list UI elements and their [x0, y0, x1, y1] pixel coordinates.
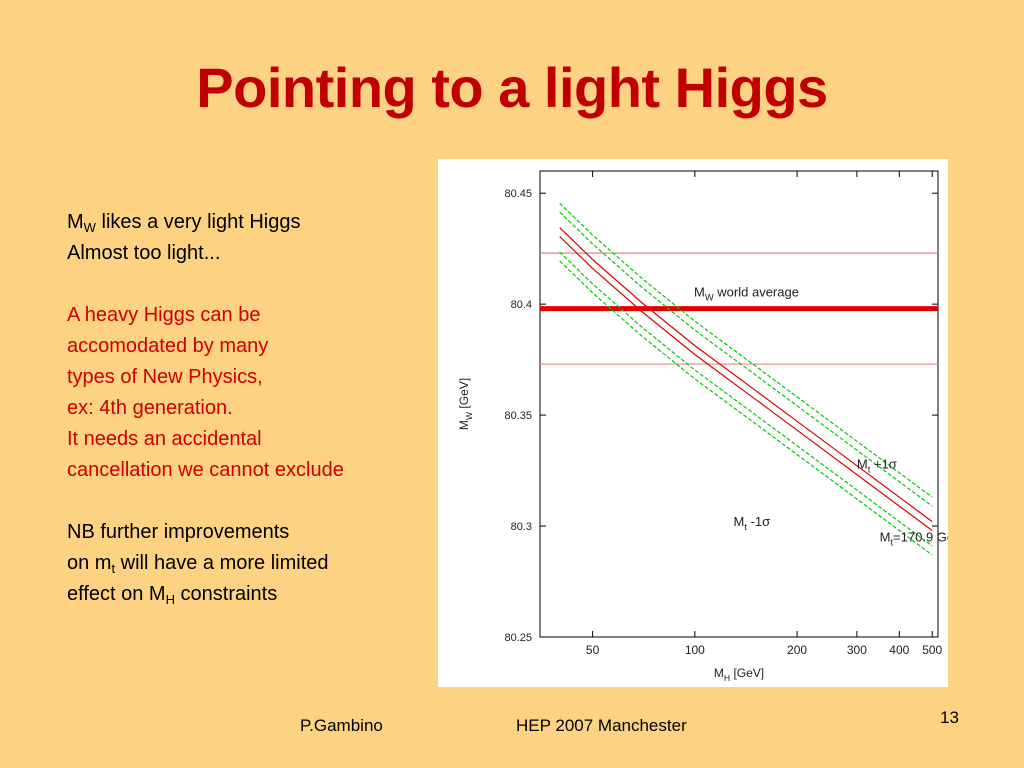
x-tick-label: 50 [586, 643, 600, 657]
chart-svg: 80.25 80.3 80.35 80.4 80.45 50 100 200 300 400 500… [457, 170, 948, 683]
text-line-too-light: Almost too light... [67, 242, 221, 264]
text-nb-3: effect on MH constraints [67, 583, 278, 607]
series-line [559, 202, 933, 498]
x-tick-label: 500 [922, 643, 942, 657]
slide-text: MW likes a very light Higgs Almost too l… [67, 207, 437, 610]
text-red-5: It needs an accidental [67, 428, 262, 450]
x-tick-label: 300 [847, 643, 867, 657]
text-nb-1: NB further improvements [67, 521, 290, 543]
mw-vs-mh-chart: 80.25 80.3 80.35 80.4 80.45 50 100 200 300 400 500… [438, 159, 948, 687]
text-red-2: accomodated by many [67, 335, 269, 357]
series-line [559, 236, 933, 531]
series-line [559, 260, 933, 556]
text-red-4: ex: 4th generation. [67, 397, 233, 419]
curve-annotation: Mt -1σ [734, 514, 771, 532]
x-tick-label: 400 [889, 643, 909, 657]
curve-annotation: Mt=170.9 GeV [880, 530, 948, 548]
curve-annotation: Mt +1σ [857, 456, 897, 474]
plot-frame [539, 170, 939, 638]
y-tick-label: 80.3 [511, 521, 532, 533]
series-line [559, 227, 933, 523]
text-nb-2: on mt will have a more limited [67, 552, 329, 576]
series-line [559, 251, 933, 547]
x-axis-title: MH [GeV] [714, 666, 764, 683]
slide-number: 13 [940, 708, 959, 727]
y-tick-label: 80.25 [504, 632, 532, 644]
x-tick-label: 200 [787, 643, 807, 657]
y-tick-label: 80.35 [504, 410, 532, 422]
y-tick-label: 80.45 [504, 188, 532, 200]
footer-author: P.Gambino [300, 716, 383, 735]
text-red-1: A heavy Higgs can be [67, 304, 261, 326]
x-tick-label: 100 [685, 643, 705, 657]
text-red-6: cancellation we cannot exclude [67, 459, 344, 481]
slide-title: Pointing to a light Higgs [196, 56, 828, 119]
text-red-3: types of New Physics, [67, 366, 263, 388]
mw-average-label: MW world average [694, 285, 799, 303]
text-line-mw: MW likes a very light Higgs [67, 211, 301, 235]
y-axis-title: MW [GeV] [457, 378, 474, 430]
footer-event: HEP 2007 Manchester [516, 716, 687, 735]
y-tick-label: 80.4 [511, 299, 532, 311]
series-line [559, 211, 933, 507]
